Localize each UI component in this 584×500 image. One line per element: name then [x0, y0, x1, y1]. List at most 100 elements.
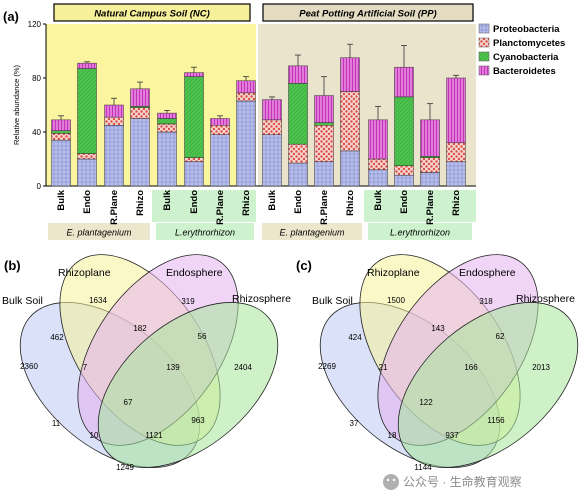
venn-c: (c) Bulk Soil Rhizoplane Endosphere Rhiz…	[296, 254, 579, 472]
x-tick-label-1: Endo	[82, 190, 93, 214]
x-tick-label-7: Rhizo	[241, 190, 252, 216]
bar-segment-cyanobacteria-10	[314, 122, 334, 126]
wechat-icon-eye-left	[386, 478, 390, 482]
bar-segment-bacteroidetes-7	[236, 80, 256, 94]
legend-label-proteobacteria: Proteobacteria	[493, 24, 560, 35]
venn-b-count-rhizoplane-only: 1634	[89, 296, 107, 305]
venn-c-count-rhizosphere-only: 2013	[532, 363, 550, 372]
plant-label-box-1	[48, 223, 150, 240]
x-tick-label-13: Endo	[399, 190, 410, 214]
venn-b-count-bulk-rhizoplane-endosphere: 11	[52, 419, 61, 428]
plant-label-box-3	[262, 223, 362, 240]
x-tick-label-3: Rhizo	[135, 190, 146, 216]
bar-segment-proteobacteria-0	[51, 139, 71, 187]
bar-segment-bacteroidetes-8	[262, 99, 282, 121]
y-tick-label-0: 0	[37, 182, 42, 191]
venn-c-count-bulk-rhizoplane-rhizosphere: 937	[445, 431, 459, 440]
bar-segment-bacteroidetes-0	[51, 119, 71, 131]
pp-plant1-xlabel-bg	[258, 190, 364, 222]
venn-c-count-bulk-only: 2269	[318, 362, 336, 371]
x-tick-label-5: Endo	[189, 190, 200, 214]
panel-label-b: (b)	[4, 258, 21, 273]
venn-b-set-endosphere: Endosphere	[166, 267, 223, 279]
bar-segment-bacteroidetes-3	[130, 88, 150, 107]
bar-segment-proteobacteria-2	[104, 125, 124, 187]
bar-segment-bacteroidetes-2	[104, 104, 124, 118]
bar-segment-planctomycetes-3	[130, 107, 150, 119]
bar-segment-proteobacteria-8	[262, 134, 282, 187]
bar-segment-bacteroidetes-5	[184, 72, 204, 77]
bar-segment-bacteroidetes-15	[446, 77, 466, 144]
bar-segment-bacteroidetes-11	[340, 57, 360, 92]
bar-segment-bacteroidetes-10	[314, 95, 334, 123]
x-tick-label-8: Bulk	[267, 189, 278, 210]
y-tick-label-80: 80	[32, 74, 41, 83]
bar-segment-bacteroidetes-6	[210, 118, 230, 126]
nc-header-box	[53, 3, 251, 22]
bar-segment-planctomycetes-14	[420, 157, 440, 173]
y-tick-label-40: 40	[32, 128, 41, 137]
nc-plant1-xlabel-bg	[46, 190, 148, 222]
bar-segment-proteobacteria-12	[368, 169, 388, 187]
venn-b-count-bulk-rhizosphere: 1249	[116, 463, 134, 472]
plant-label-4: L.erythrorhizon	[390, 228, 450, 238]
bar-segment-proteobacteria-13	[394, 174, 414, 187]
plant-label-box-4	[368, 223, 472, 240]
bar-segment-proteobacteria-1	[77, 158, 97, 187]
venn-b-count-endosphere-only: 319	[181, 297, 195, 306]
legend-label-cyanobacteria: Cyanobacteria	[493, 52, 559, 63]
bar-segment-proteobacteria-11	[340, 150, 360, 187]
bar-segment-cyanobacteria-4	[157, 118, 177, 125]
legend-swatch-bacteroidetes	[478, 65, 490, 76]
x-tick-label-9: Endo	[293, 190, 304, 214]
bar-segment-proteobacteria-15	[446, 161, 466, 187]
bar-segment-planctomycetes-7	[236, 92, 256, 102]
x-tick-label-11: Rhizo	[345, 190, 356, 216]
bar-segment-proteobacteria-6	[210, 134, 230, 187]
legend: Proteobacteria Planctomycetes Cyanobacte…	[478, 23, 565, 77]
nc-header: Natural Campus Soil (NC)	[94, 9, 210, 20]
venn-b-rhizosphere-ellipse	[97, 302, 279, 468]
venn-c-count-all-four: 122	[419, 398, 433, 407]
pp-header: Peat Potting Artificial Soil (PP)	[299, 9, 436, 20]
venn-c-counts: 2269 1500 318 2013 424 143 62 21 166 37 122 1156 18 9…	[318, 296, 550, 472]
legend-swatch-cyanobacteria	[478, 51, 490, 62]
x-tick-label-14: R.Plane	[425, 190, 436, 225]
legend-label-bacteroidetes: Bacteroidetes	[493, 66, 556, 77]
venn-b-set-rhizosphere: Rhizosphere	[232, 293, 291, 305]
bar-segment-proteobacteria-3	[130, 118, 150, 187]
plant-label-2: L.erythrorhizon	[175, 228, 235, 238]
bar-segment-planctomycetes-1	[77, 153, 97, 160]
venn-c-count-rhizoplane-only: 1500	[387, 296, 405, 305]
plant-label-1: E. plantagenium	[66, 228, 132, 238]
legend-swatch-planctomycetes	[478, 37, 490, 48]
venn-c-count-bulk-rhizoplane-endosphere: 37	[350, 419, 359, 428]
bar-segment-cyanobacteria-1	[77, 68, 97, 154]
x-tick-label-4: Bulk	[162, 189, 173, 210]
venn-c-count-bulk-endosphere-rhizosphere: 18	[388, 431, 397, 440]
panel-label-c: (c)	[296, 258, 312, 273]
wechat-icon	[383, 474, 399, 490]
watermark: 公众号 · 生命教育观察	[383, 474, 522, 490]
bar-segment-bacteroidetes-14	[420, 119, 440, 157]
x-tick-label-6: R.Plane	[215, 190, 226, 225]
venn-c-set-rhizosphere: Rhizosphere	[516, 293, 575, 305]
plant-label-3: E. plantagenium	[279, 228, 345, 238]
bar-segment-proteobacteria-7	[236, 100, 256, 187]
watermark-text: 公众号 · 生命教育观察	[403, 474, 522, 489]
bar-segment-planctomycetes-4	[157, 123, 177, 133]
bar-segment-proteobacteria-4	[157, 131, 177, 187]
venn-b-counts: 2360 1634 319 2404 462 182 56 7 139 11 67 963 10 1121…	[20, 296, 252, 472]
venn-c-count-endosphere-only: 318	[479, 297, 493, 306]
venn-b-count-rhizoplane-endosphere-rhizosphere: 963	[191, 416, 205, 425]
venn-c-count-bulk-rhizoplane: 424	[348, 333, 362, 342]
venn-c-set-rhizoplane: Rhizoplane	[367, 267, 420, 279]
bar-segment-bacteroidetes-13	[394, 66, 414, 98]
nc-plant2-xlabel-bg	[152, 190, 256, 222]
bar-segment-planctomycetes-2	[104, 116, 124, 126]
y-ticks: 0 40 80 120	[28, 20, 46, 191]
venn-b-count-rhizoplane-endosphere: 182	[133, 324, 147, 333]
bar-segment-planctomycetes-6	[210, 125, 230, 135]
legend-swatch-proteobacteria	[478, 23, 490, 34]
x-tick-label-2: R.Plane	[109, 190, 120, 225]
